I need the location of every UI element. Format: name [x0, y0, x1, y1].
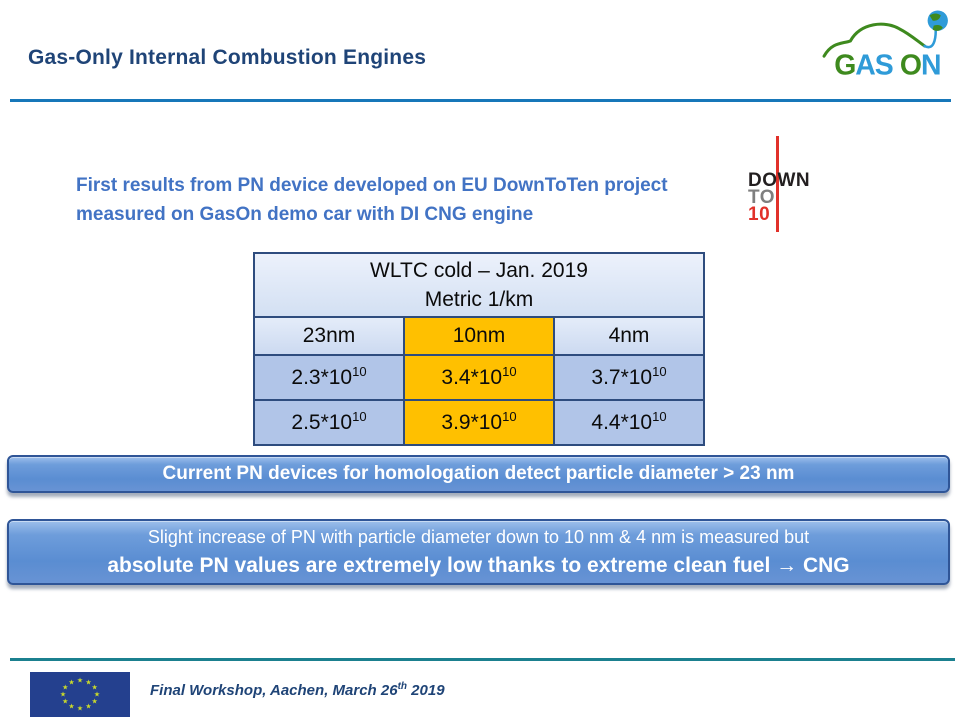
car-outline-icon	[822, 22, 927, 58]
gason-wordmark: GAS ON	[834, 49, 940, 81]
downtoten-word-ten: 10	[748, 204, 771, 225]
downtoten-word-down: DOWN	[748, 170, 811, 191]
table-title-line2: Metric 1/km	[424, 288, 534, 311]
cell-r1-23nm: 2.3*1010	[253, 354, 405, 401]
downtoten-word-to: TO	[748, 187, 776, 208]
balloon-string-icon	[923, 29, 937, 49]
intro-text: First results from PN device developed o…	[76, 171, 736, 229]
column-header-23nm: 23nm	[253, 316, 405, 356]
banner-conclusion: Slight increase of PN with particle diam…	[7, 519, 950, 585]
intro-line-2: measured on GasOn demo car with DI CNG e…	[76, 204, 534, 225]
banner-current-pn-devices: Current PN devices for homologation dete…	[7, 455, 950, 493]
svg-text:★: ★	[62, 698, 68, 706]
svg-text:★: ★	[77, 705, 83, 713]
footer-caption: Final Workshop, Aachen, March 26th 2019	[150, 681, 445, 700]
svg-text:★: ★	[68, 703, 74, 711]
svg-text:★: ★	[85, 703, 91, 711]
svg-text:★: ★	[68, 678, 74, 686]
globe-icon	[927, 10, 948, 31]
column-header-4nm: 4nm	[553, 316, 705, 356]
svg-text:★: ★	[92, 698, 98, 706]
svg-text:★: ★	[60, 691, 66, 699]
eu-flag-logo: ★ ★★ ★★★ ★★★ ★★★	[30, 672, 130, 717]
table-header-row: 23nm 10nm 4nm	[253, 316, 705, 356]
table-title-cell: WLTC cold – Jan. 2019 Metric 1/km	[253, 252, 705, 318]
footer-divider	[10, 658, 955, 661]
cell-r2-10nm: 3.9*1010	[403, 399, 555, 446]
banner2-line2: absolute PN values are extremely low tha…	[107, 554, 850, 577]
cell-r1-10nm: 3.4*1010	[403, 354, 555, 401]
cell-r2-23nm: 2.5*1010	[253, 399, 405, 446]
svg-text:★: ★	[92, 684, 98, 692]
svg-text:★: ★	[94, 691, 100, 699]
table-row-2: 2.5*1010 3.9*1010 4.4*1010	[253, 399, 705, 446]
svg-text:★: ★	[62, 684, 68, 692]
table-title-line1: WLTC cold – Jan. 2019	[370, 259, 588, 282]
page-title: Gas-Only Internal Combustion Engines	[28, 46, 427, 69]
cell-r1-4nm: 3.7*1010	[553, 354, 705, 401]
svg-text:★: ★	[77, 677, 83, 685]
gason-logo: GAS ON	[822, 10, 948, 81]
downtoten-logo: DOWN TO 10	[745, 136, 829, 246]
downtoten-line-graphic	[776, 136, 779, 232]
cell-r2-4nm: 4.4*1010	[553, 399, 705, 446]
table-row-1: 2.3*1010 3.4*1010 3.7*1010	[253, 354, 705, 401]
svg-text:★: ★	[85, 678, 91, 686]
banner1-text: Current PN devices for homologation dete…	[162, 463, 795, 484]
intro-line-1: First results from PN device developed o…	[76, 175, 668, 196]
results-table: WLTC cold – Jan. 2019 Metric 1/km 23nm 1…	[253, 252, 705, 446]
column-header-10nm: 10nm	[403, 316, 555, 356]
table-title-row: WLTC cold – Jan. 2019 Metric 1/km	[253, 252, 705, 318]
banner2-line1: Slight increase of PN with particle diam…	[147, 527, 810, 547]
header-divider	[10, 99, 951, 102]
